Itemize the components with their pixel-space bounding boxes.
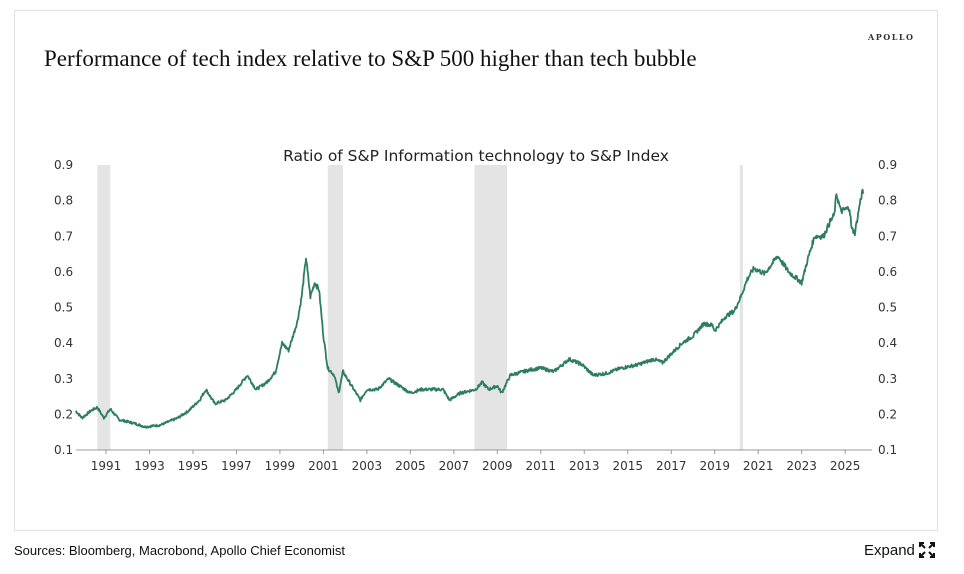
x-tick-label: 1997	[221, 459, 252, 473]
page-title: Performance of tech index relative to S&…	[44, 46, 697, 71]
expand-button[interactable]: Expand	[864, 541, 936, 559]
x-tick-label: 2007	[439, 459, 470, 473]
x-tick-label: 2015	[612, 459, 643, 473]
x-tick-label: 1999	[265, 459, 296, 473]
x-tick-label: 2003	[352, 459, 383, 473]
x-tick-label: 2001	[308, 459, 339, 473]
chart-title: Ratio of S&P Information technology to S…	[283, 147, 669, 165]
y-tick-label-left: 0.6	[54, 265, 73, 279]
x-tick-label: 1995	[178, 459, 209, 473]
x-tick-label: 2023	[786, 459, 817, 473]
y-tick-label-right: 0.5	[878, 301, 897, 315]
y-tick-label-right: 0.7	[878, 229, 897, 243]
y-tick-label-left: 0.7	[54, 229, 73, 243]
y-tick-label-left: 0.8	[54, 194, 73, 208]
expand-label: Expand	[864, 541, 915, 559]
y-tick-label-right: 0.9	[878, 158, 897, 172]
y-tick-label-left: 0.9	[54, 158, 73, 172]
y-tick-label-right: 0.2	[878, 407, 897, 421]
y-tick-label-right: 0.8	[878, 194, 897, 208]
recession-band	[327, 165, 343, 450]
recession-band	[739, 165, 743, 450]
series-line	[75, 188, 865, 429]
axes: 0.1 0.1 0.2 0.2 0.3 0.3 0.4 0.4 0.5 0.5 0.6 0.6 0.7 0…	[54, 158, 897, 473]
recession-bands	[97, 165, 743, 450]
y-tick-label-right: 0.6	[878, 265, 897, 279]
x-tick-label: 2005	[395, 459, 426, 473]
x-tick-label: 1991	[91, 459, 122, 473]
expand-arrows-icon	[918, 542, 935, 558]
x-tick-label: 2017	[656, 459, 687, 473]
x-tick-label: 2021	[743, 459, 774, 473]
x-tick-label: 2011	[526, 459, 557, 473]
y-tick-label-right: 0.1	[878, 443, 897, 457]
x-tick-label: 1993	[134, 459, 165, 473]
y-tick-label-left: 0.4	[54, 336, 73, 350]
recession-band	[97, 165, 111, 450]
y-tick-label-right: 0.3	[878, 372, 897, 386]
apollo-logo: APOLLO	[868, 32, 915, 42]
x-tick-label: 2009	[482, 459, 513, 473]
x-tick-label: 2013	[569, 459, 600, 473]
recession-band	[474, 165, 508, 450]
y-tick-label-right: 0.4	[878, 336, 897, 350]
sources-note: Sources: Bloomberg, Macrobond, Apollo Ch…	[14, 543, 345, 558]
y-tick-label-left: 0.1	[54, 443, 73, 457]
y-tick-label-left: 0.2	[54, 407, 73, 421]
x-tick-label: 2019	[699, 459, 730, 473]
x-tick-label: 2025	[830, 459, 861, 473]
y-tick-label-left: 0.3	[54, 372, 73, 386]
y-tick-label-left: 0.5	[54, 301, 73, 315]
